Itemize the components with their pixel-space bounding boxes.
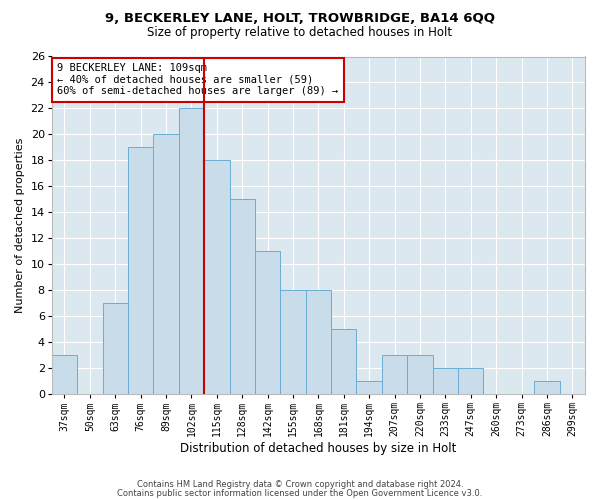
Bar	[433, 368, 458, 394]
Text: 9, BECKERLEY LANE, HOLT, TROWBRIDGE, BA14 6QQ: 9, BECKERLEY LANE, HOLT, TROWBRIDGE, BA1…	[105, 12, 495, 26]
Bar	[280, 290, 305, 394]
Bar	[103, 304, 128, 394]
Bar	[458, 368, 484, 394]
Bar	[305, 290, 331, 394]
Bar	[534, 382, 560, 394]
Bar	[179, 108, 204, 394]
Y-axis label: Number of detached properties: Number of detached properties	[15, 138, 25, 313]
Bar	[255, 252, 280, 394]
Text: Size of property relative to detached houses in Holt: Size of property relative to detached ho…	[148, 26, 452, 39]
Bar	[52, 356, 77, 394]
Bar	[356, 382, 382, 394]
Bar	[229, 200, 255, 394]
Bar	[382, 356, 407, 394]
Bar	[407, 356, 433, 394]
X-axis label: Distribution of detached houses by size in Holt: Distribution of detached houses by size …	[180, 442, 457, 455]
Bar	[331, 330, 356, 394]
Bar	[128, 148, 154, 394]
Bar	[204, 160, 229, 394]
Text: Contains public sector information licensed under the Open Government Licence v3: Contains public sector information licen…	[118, 489, 482, 498]
Text: Contains HM Land Registry data © Crown copyright and database right 2024.: Contains HM Land Registry data © Crown c…	[137, 480, 463, 489]
Bar	[154, 134, 179, 394]
Text: 9 BECKERLEY LANE: 109sqm
← 40% of detached houses are smaller (59)
60% of semi-d: 9 BECKERLEY LANE: 109sqm ← 40% of detach…	[57, 64, 338, 96]
